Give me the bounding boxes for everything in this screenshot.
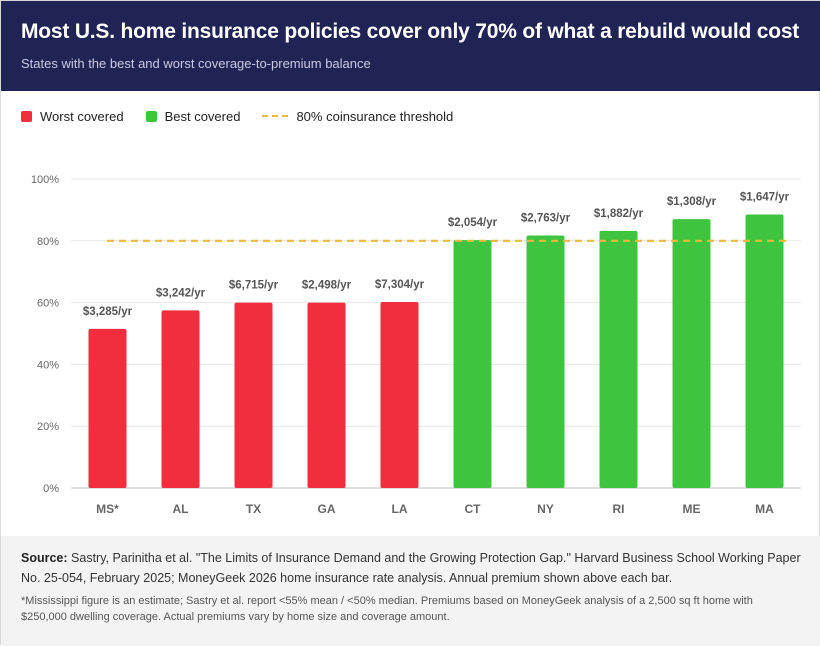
x-tick-label: ME: [683, 502, 701, 516]
bar-value-label: $3,242/yr: [156, 287, 206, 299]
bar-value-label: $2,763/yr: [521, 213, 571, 225]
bar: [599, 230, 638, 489]
bar: [672, 219, 711, 489]
y-tick-label: 80%: [37, 236, 59, 248]
x-tick-label: CT: [465, 502, 482, 516]
source-body: Sastry, Parinitha et al. "The Limits of …: [21, 551, 801, 585]
x-tick-label: MA: [755, 502, 774, 516]
x-tick-label: NY: [537, 502, 554, 516]
legend-label-worst: Worst covered: [40, 108, 124, 124]
legend-item-best: Best covered: [145, 108, 241, 124]
bar-value-label: $2,498/yr: [302, 280, 352, 292]
bar-chart: 0% 20% 40% 60% 80% 100% $3,285/yr MS* $3,242/yr A…: [31, 174, 801, 516]
x-tick-label: TX: [246, 502, 261, 516]
source-text: Source: Sastry, Parinitha et al. "The Li…: [21, 548, 801, 588]
legend-swatch-worst: [21, 110, 32, 122]
y-tick-label: 100%: [31, 174, 59, 186]
y-tick-label: 60%: [37, 298, 59, 310]
bar: [453, 240, 492, 488]
legend-swatch-threshold: [262, 115, 289, 117]
source-label: Source:: [21, 551, 68, 565]
bar-value-label: $7,304/yr: [375, 279, 425, 291]
y-tick-label: 40%: [37, 359, 59, 371]
bar: [88, 328, 127, 488]
x-tick-label: AL: [173, 502, 189, 516]
x-tick-label: RI: [613, 502, 625, 516]
bar: [380, 301, 419, 488]
y-tick-label: 0%: [43, 483, 59, 495]
chart-subtitle: States with the best and worst coverage-…: [21, 56, 371, 71]
bar-value-label: $2,054/yr: [448, 217, 498, 229]
bar-value-label: $3,285/yr: [83, 306, 133, 318]
bar: [745, 214, 784, 488]
bar: [526, 235, 565, 488]
legend-item-threshold: 80% coinsurance threshold: [262, 109, 453, 124]
x-tick-label: MS*: [96, 502, 119, 516]
legend: Worst covered Best covered 80% coinsuran…: [21, 107, 475, 125]
header-banner: Most U.S. home insurance policies cover …: [1, 1, 820, 91]
chart-title: Most U.S. home insurance policies cover …: [21, 20, 800, 43]
bar: [234, 302, 273, 488]
legend-label-threshold: 80% coinsurance threshold: [296, 108, 454, 124]
bar-value-label: $1,882/yr: [594, 208, 644, 220]
x-tick-label: GA: [318, 502, 336, 516]
bar: [161, 310, 200, 488]
bar-value-label: $1,308/yr: [667, 196, 717, 208]
bar-value-label: $6,715/yr: [229, 280, 279, 292]
bar-value-label: $1,647/yr: [740, 192, 790, 204]
legend-label-best: Best covered: [164, 108, 241, 124]
bar: [307, 302, 346, 488]
legend-swatch-best: [145, 110, 157, 122]
footnote: *Mississippi figure is an estimate; Sast…: [21, 595, 753, 623]
y-tick-label: 20%: [37, 421, 59, 433]
footer: Source: Sastry, Parinitha et al. "The Li…: [1, 536, 820, 646]
legend-item-worst: Worst covered: [21, 109, 124, 124]
x-tick-label: LA: [392, 502, 408, 516]
